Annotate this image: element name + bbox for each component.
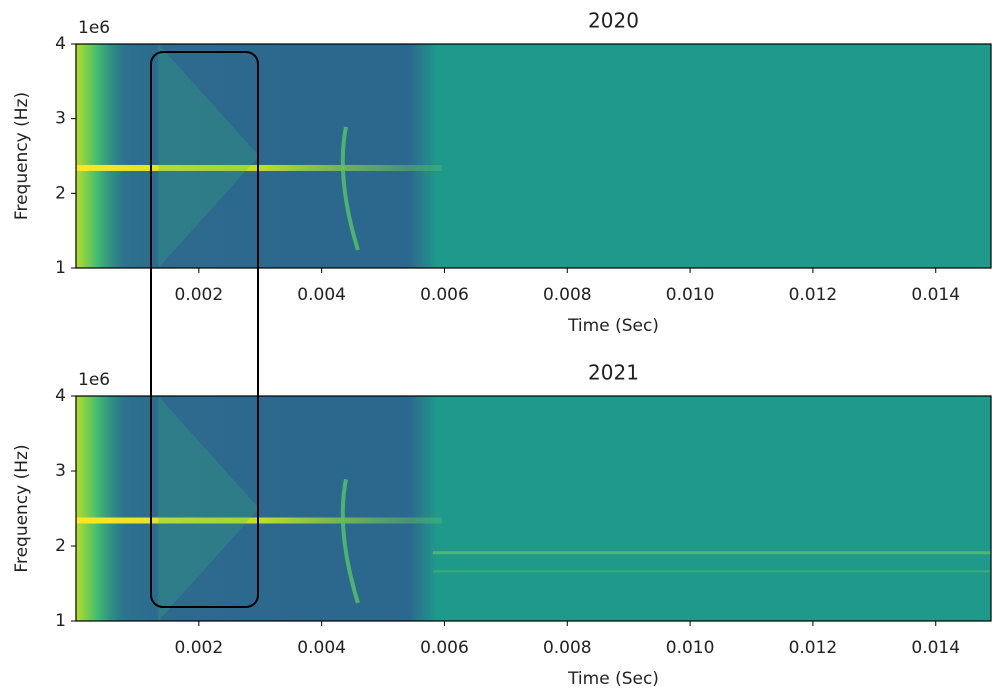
x-tick-label: 0.002 [174,285,223,305]
dark-region [76,44,438,268]
cone [158,44,259,268]
y-tick-label: 1 [55,258,66,278]
spectrogram-image [76,44,991,268]
x-axis-label: Time (Sec) [567,669,659,689]
y-offset-label: 1e6 [78,18,110,38]
x-tick-label: 0.014 [911,285,960,305]
y-tick-label: 3 [55,109,66,129]
chirp [340,126,360,251]
x-tick-label: 0.008 [543,638,592,658]
axes-frame [75,395,992,622]
cone [158,396,259,621]
faint-line [432,551,991,555]
faint-line [432,570,991,573]
y-tick-label: 4 [55,386,66,406]
x-tick-label: 0.004 [297,638,346,658]
x-tick-label: 0.004 [297,285,346,305]
highlight-box [150,51,259,608]
left-glow [76,44,131,268]
y-tick-label: 2 [55,536,66,556]
x-tick-label: 0.008 [543,285,592,305]
x-axis-label: Time (Sec) [567,316,659,336]
left-glow [76,396,131,621]
y-tick-label: 1 [55,611,66,631]
x-tick-label: 0.006 [420,285,469,305]
x-tick-label: 0.010 [666,638,715,658]
x-tick-label: 0.014 [911,638,960,658]
x-tick-label: 0.010 [666,285,715,305]
x-tick-label: 0.012 [789,285,838,305]
chirp [340,478,360,604]
spectrogram-image [76,396,991,621]
x-tick-label: 0.002 [174,638,223,658]
chart-title: 2021 [588,361,639,385]
axes-frame [75,43,992,269]
y-tick-label: 4 [55,34,66,54]
y-tick-label: 3 [55,461,66,481]
dark-region [76,396,438,621]
chart-title: 2020 [588,9,639,33]
y-axis-label: Frequency (Hz) [12,92,32,220]
y-axis-label: Frequency (Hz) [12,444,32,572]
y-tick-label: 2 [55,183,66,203]
x-tick-label: 0.006 [420,638,469,658]
y-offset-label: 1e6 [78,370,110,390]
x-tick-label: 0.012 [789,638,838,658]
